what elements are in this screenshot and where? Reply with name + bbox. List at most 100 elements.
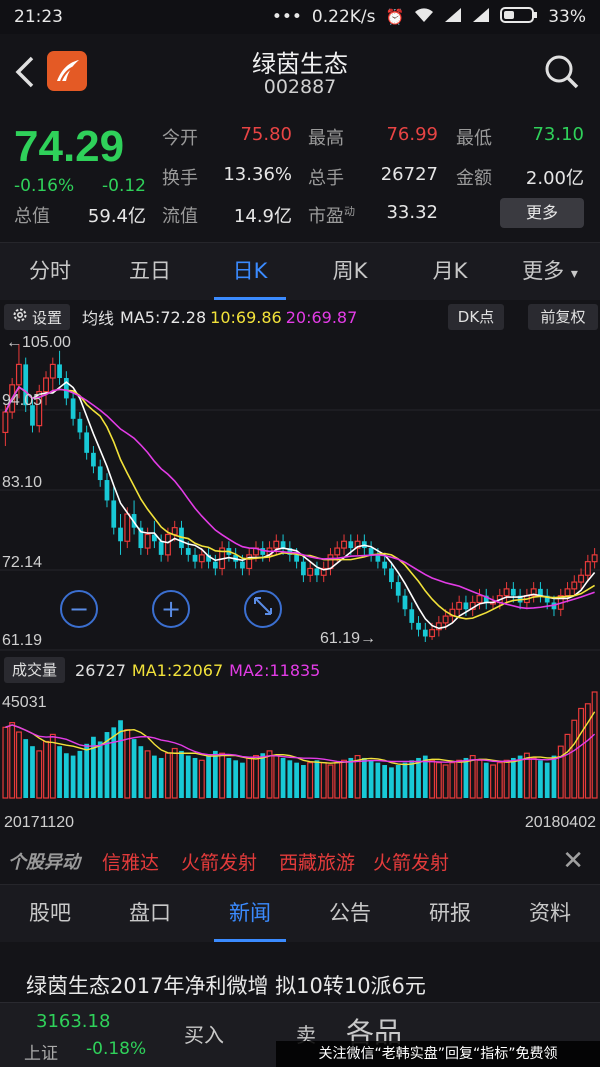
volume-bar xyxy=(49,733,56,799)
index-change: -0.18% xyxy=(86,1039,147,1059)
close-icon[interactable]: ✕ xyxy=(562,846,584,876)
watermark-text: 关注微信“老韩实盘”回复“指标”免费领 xyxy=(276,1041,600,1067)
ma5-value: MA5:72.28 xyxy=(120,307,207,327)
tab-monthly-k[interactable]: 月K xyxy=(432,259,468,283)
expand-icon xyxy=(252,595,274,623)
kline-chart[interactable]: 94.05 83.10 72.14 61.19 ←105.00 61.19→ −… xyxy=(0,334,600,654)
volume-bar xyxy=(469,754,476,799)
candle-body xyxy=(206,554,211,562)
tab-weekly-k[interactable]: 周K xyxy=(332,259,368,283)
pe-label: 市盈动 xyxy=(308,205,355,227)
candle-body xyxy=(375,554,381,562)
zoom-in-button[interactable]: + xyxy=(152,590,190,628)
volume-current: 26727 xyxy=(75,660,126,680)
index-name: 上证 xyxy=(24,1044,58,1064)
tab-news[interactable]: 新闻 xyxy=(200,885,300,942)
volume-bar xyxy=(158,757,164,798)
candle-body xyxy=(307,567,314,576)
turnover-label: 换手 xyxy=(162,168,198,189)
volume-bar xyxy=(361,757,367,798)
candle-body xyxy=(111,500,117,528)
battery-percent: 33% xyxy=(548,7,586,27)
volume-bar xyxy=(496,762,503,799)
amount-label: 金额 xyxy=(456,168,492,189)
candle-body xyxy=(416,622,421,630)
volume-bar xyxy=(409,760,415,798)
candle-body xyxy=(97,466,103,481)
tab-more-periods[interactable]: 更多 ▾ xyxy=(522,259,578,283)
volume-bar xyxy=(30,746,35,798)
candle-body xyxy=(301,561,306,576)
stock-name: 绿茵生态 xyxy=(252,50,348,78)
settings-label: 设置 xyxy=(32,308,63,327)
candle-body xyxy=(77,418,83,433)
tab-intraday[interactable]: 分时 xyxy=(29,259,71,283)
gear-icon xyxy=(12,307,28,327)
high-value: 76.99 xyxy=(386,124,438,145)
more-quote-button[interactable]: 更多 xyxy=(500,198,584,228)
news-headline[interactable]: 绿茵生态2017年净利微增 拟10转10派6元 xyxy=(26,974,426,998)
alert-item[interactable]: 火箭发射 xyxy=(373,851,450,874)
volume-bar xyxy=(2,726,9,799)
alert-item[interactable]: 西藏旅游 xyxy=(279,851,356,874)
back-button[interactable] xyxy=(12,52,42,92)
candle-body xyxy=(240,561,245,569)
alert-item[interactable]: 信雅达 xyxy=(102,851,160,874)
index-value[interactable]: 3163.18 xyxy=(36,1011,111,1032)
candle-body xyxy=(171,527,178,536)
candle-body xyxy=(138,527,144,549)
candle-body xyxy=(124,513,131,542)
forward-adjust-button[interactable]: 前复权 xyxy=(528,304,598,330)
volume-bar xyxy=(307,762,314,799)
candle-body xyxy=(84,432,90,453)
change-amount: -0.12 xyxy=(102,176,146,196)
candle-body xyxy=(538,588,543,596)
candle-body xyxy=(584,561,591,576)
search-icon[interactable] xyxy=(544,54,580,90)
current-price: 74.29 xyxy=(14,122,125,171)
alert-logo: 个股异动 xyxy=(8,852,80,873)
candle-body xyxy=(463,602,469,610)
candle-body xyxy=(483,595,489,603)
tab-order-book[interactable]: 盘口 xyxy=(129,901,171,925)
volume-bar xyxy=(118,720,123,798)
volume-chart[interactable]: 45031 xyxy=(0,686,600,802)
volume-bar xyxy=(63,753,69,798)
alert-item[interactable]: 火箭发射 xyxy=(181,851,258,874)
tab-announcements[interactable]: 公告 xyxy=(329,901,371,925)
tab-five-day[interactable]: 五日 xyxy=(129,259,171,283)
volume-bar xyxy=(104,732,110,798)
buy-button[interactable]: 买入 xyxy=(184,1023,224,1047)
tab-profile[interactable]: 资料 xyxy=(529,901,571,925)
dk-point-button[interactable]: DK点 xyxy=(448,304,504,330)
ma-bar: 设置 均线 MA5:72.28 10:69.86 20:69.87 DK点 前复… xyxy=(0,300,600,334)
end-date: 20180402 xyxy=(524,814,596,831)
tab-forum[interactable]: 股吧 xyxy=(29,901,71,925)
tab-daily-k[interactable]: 日K xyxy=(200,243,300,300)
app-logo-icon xyxy=(47,51,87,91)
volume-indicator-button[interactable]: 成交量 xyxy=(4,657,66,683)
zoom-out-button[interactable]: − xyxy=(60,590,98,628)
candle-body xyxy=(91,452,96,467)
tab-research[interactable]: 研报 xyxy=(429,901,471,925)
volume-bar xyxy=(517,755,523,798)
volume-bar xyxy=(320,762,327,799)
chart-settings-button[interactable]: 设置 xyxy=(4,304,71,330)
volume-bar xyxy=(416,757,421,798)
candle-body xyxy=(43,377,49,393)
candle-body xyxy=(280,541,286,549)
candle-body xyxy=(287,548,293,555)
volume-bar xyxy=(483,762,489,798)
volume-bar xyxy=(77,750,83,798)
total-hands-label: 总手 xyxy=(308,168,344,189)
candle-body xyxy=(422,629,428,637)
candle-body xyxy=(70,398,76,419)
volume-bar xyxy=(463,757,469,798)
candle-body xyxy=(354,540,361,549)
volume-bar xyxy=(571,719,578,799)
volume-max-label: 45031 xyxy=(2,694,47,711)
fullscreen-button[interactable] xyxy=(244,590,282,628)
volume-bar xyxy=(253,754,259,799)
candle-body xyxy=(23,364,29,406)
volume-bar xyxy=(273,754,280,799)
